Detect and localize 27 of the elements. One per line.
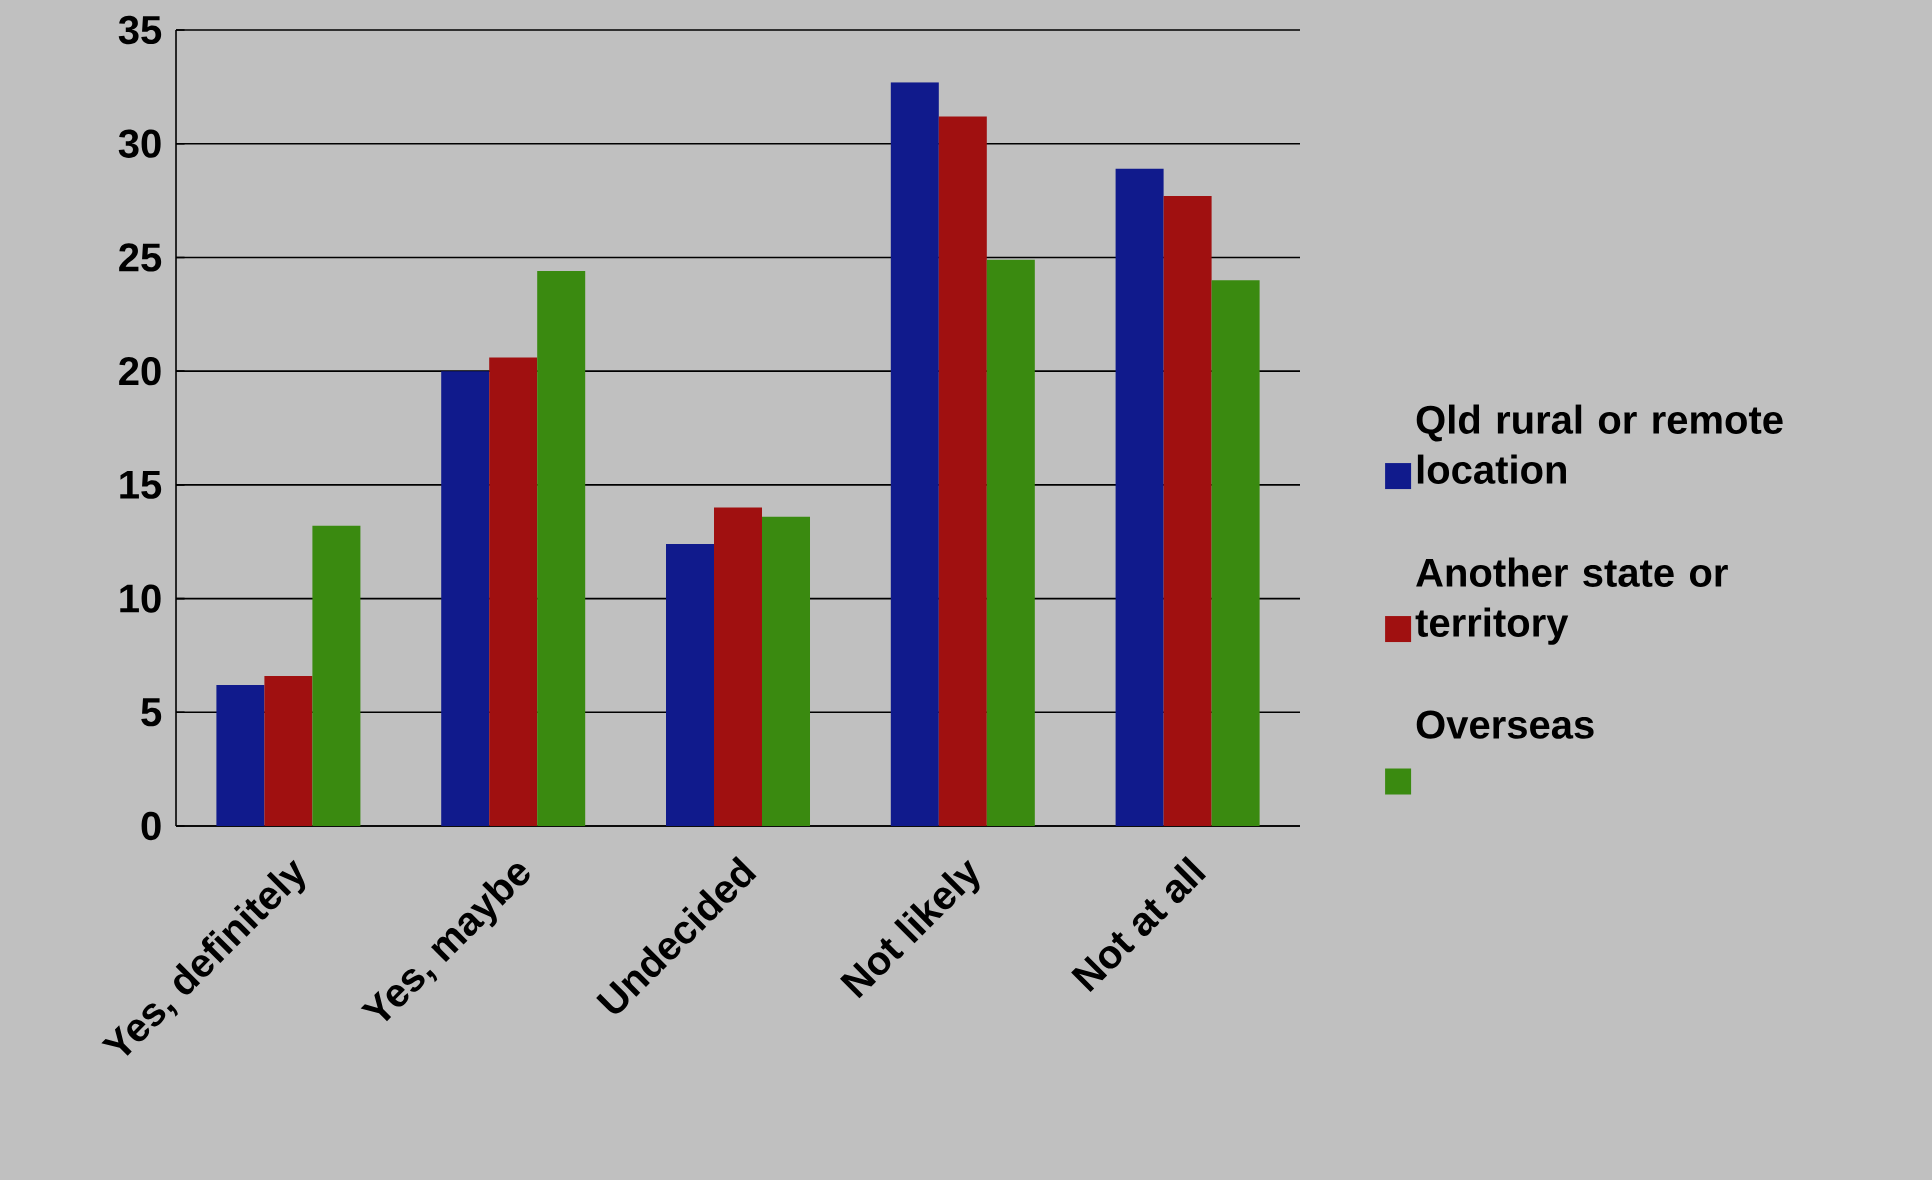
y-tick-label: 15 — [120, 470, 162, 499]
bar — [1115, 168, 1164, 826]
y-tick-label: 25 — [119, 243, 162, 272]
x-tick-label: Not at all — [1071, 855, 1207, 993]
y-tick-label: 20 — [119, 357, 161, 386]
y-tick-label: 5 — [141, 698, 162, 727]
y-tick-label: 0 — [141, 811, 161, 841]
bar — [986, 259, 1035, 826]
y-tick-label: 30 — [118, 129, 161, 158]
y-tick-label: 10 — [120, 584, 161, 613]
bar — [938, 116, 987, 826]
bar — [714, 507, 763, 826]
bar — [216, 685, 265, 826]
text: Overseas — [1416, 710, 1594, 739]
bar — [537, 271, 586, 826]
y-tick-label: 35 — [118, 15, 162, 45]
legend-label: Another state or territory — [1415, 557, 1728, 645]
bar — [264, 675, 313, 826]
bar — [1163, 196, 1212, 826]
bar — [489, 357, 538, 826]
bar — [762, 516, 810, 826]
bar — [312, 525, 361, 826]
text: Qld rural or remote location — [1416, 404, 1783, 484]
bar — [890, 82, 939, 826]
bar — [441, 371, 490, 826]
bar — [1211, 280, 1260, 826]
bar — [666, 543, 715, 826]
